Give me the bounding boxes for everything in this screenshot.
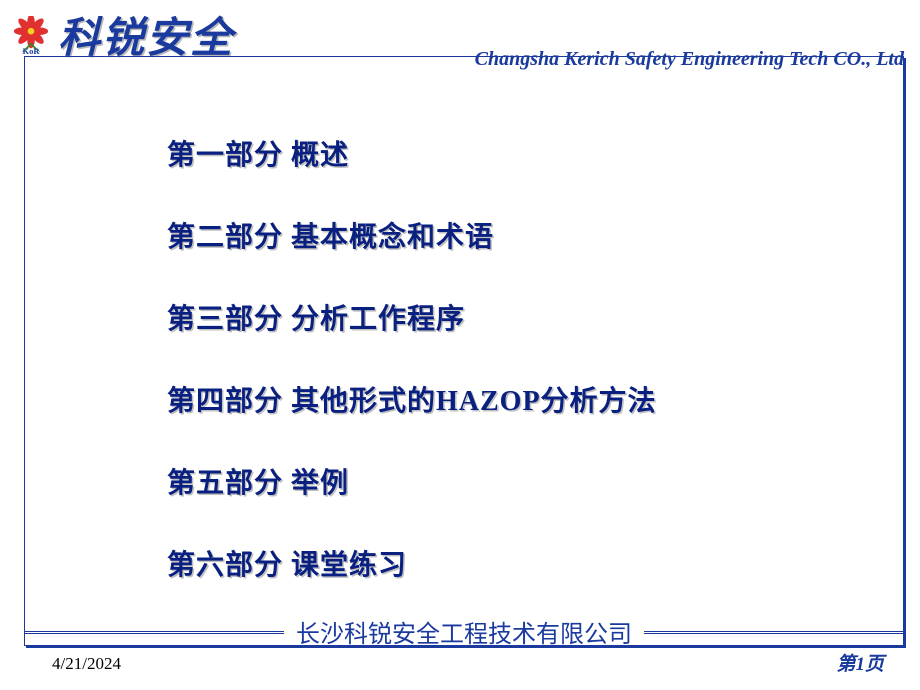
toc-item-2: 第二部分 基本概念和术语	[167, 215, 903, 255]
page-number: 第1页	[836, 649, 884, 676]
toc-item-4: 第四部分 其他形式的HAZOP分析方法	[167, 379, 903, 419]
toc-item-3: 第三部分 分析工作程序	[167, 297, 903, 337]
page-date: 4/21/2024	[52, 654, 121, 674]
content-frame: 第一部分 概述 第二部分 基本概念和术语 第三部分 分析工作程序 第四部分 其他…	[24, 56, 904, 646]
toc-item-1: 第一部分 概述	[167, 133, 903, 173]
footer-divider: 长沙科锐安全工程技术有限公司	[24, 631, 904, 632]
svg-text:KoR: KoR	[22, 46, 40, 54]
company-name-chinese: 长沙科锐安全工程技术有限公司	[296, 614, 632, 649]
flower-icon: KoR	[12, 16, 50, 54]
toc-item-5: 第五部分 举例	[167, 461, 903, 501]
toc-item-6: 第六部分 课堂练习	[167, 543, 903, 583]
toc-content: 第一部分 概述 第二部分 基本概念和术语 第三部分 分析工作程序 第四部分 其他…	[25, 57, 903, 583]
